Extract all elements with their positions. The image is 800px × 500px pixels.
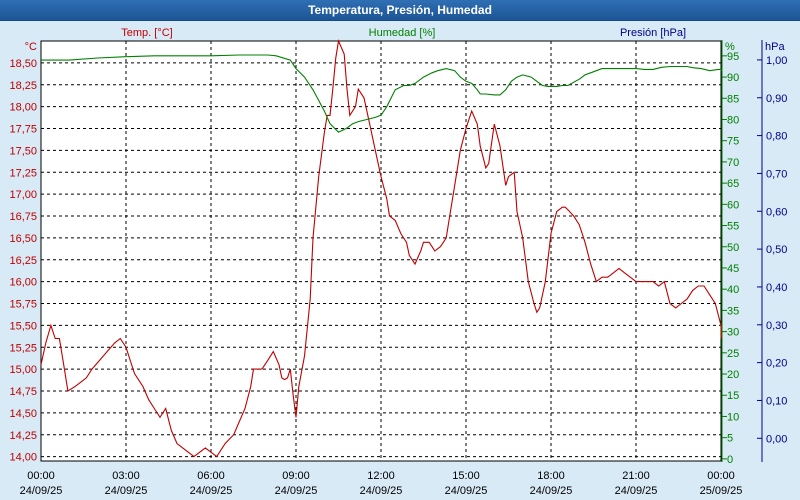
- temp-tick-label: 16,25: [9, 255, 37, 267]
- humidity-tick-label: 90: [727, 72, 739, 84]
- pressure-tick-label: 0,30: [766, 320, 787, 332]
- temp-tick-label: 15,00: [9, 364, 37, 376]
- x-tick-date: 24/09/25: [20, 485, 63, 497]
- temp-tick-label: 16,00: [9, 277, 37, 289]
- series-lines: [40, 39, 722, 458]
- pressure-unit-label: hPa: [765, 41, 785, 53]
- x-tick-time: 00:00: [707, 470, 735, 482]
- x-tick-time: 00:00: [27, 470, 55, 482]
- humidity-tick-label: 60: [727, 199, 739, 211]
- x-tick-date: 24/09/25: [615, 485, 658, 497]
- x-tick-time: 15:00: [452, 470, 480, 482]
- pressure-axis-ticks: 0,00 0,10 0,20 0,30 0,40 0,50 0,60 0,70 0,80 0,90…: [757, 55, 787, 445]
- pressure-tick-label: 0,80: [766, 131, 787, 143]
- humidity-tick-label: 10: [727, 411, 739, 423]
- humidity-tick-label: 55: [727, 221, 739, 233]
- humidity-tick-label: 15: [727, 390, 739, 402]
- humidity-tick-label: 95: [727, 51, 739, 63]
- x-tick-time: 03:00: [112, 470, 140, 482]
- temp-tick-label: 18,50: [9, 58, 37, 70]
- temp-tick-label: 17,25: [9, 167, 37, 179]
- pressure-tick-label: 0,10: [766, 395, 787, 407]
- x-tick-date: 24/09/25: [105, 485, 148, 497]
- humidity-tick-label: 20: [727, 369, 739, 381]
- humidity-tick-label: 75: [727, 136, 739, 148]
- humidity-tick-label: 65: [727, 178, 739, 190]
- x-tick-time: 18:00: [537, 470, 565, 482]
- humidity-tick-label: 80: [727, 114, 739, 126]
- x-tick-time: 06:00: [197, 470, 225, 482]
- pressure-tick-label: 0,40: [766, 282, 787, 294]
- x-tick-date: 24/09/25: [445, 485, 488, 497]
- temp-tick-label: 15,75: [9, 299, 37, 311]
- pressure-tick-label: 0,50: [766, 244, 787, 256]
- x-tick-date: 24/09/25: [190, 485, 233, 497]
- temp-tick-label: 17,50: [9, 145, 37, 157]
- window-title-bar: Temperatura, Presión, Humedad: [0, 0, 800, 21]
- temp-tick-label: 14,75: [9, 386, 37, 398]
- humidity-series-line: [41, 54, 722, 133]
- temp-tick-label: 18,00: [9, 102, 37, 114]
- temp-axis-ticks: 14,00 14,25 14,50 14,75 15,00 15,25 15,50 15,75…: [9, 58, 37, 464]
- x-tick-date: 24/09/25: [530, 485, 573, 497]
- temp-tick-label: 17,75: [9, 124, 37, 136]
- humidity-tick-label: 50: [727, 242, 739, 254]
- temperature-series-line: [40, 39, 722, 458]
- temp-tick-label: 14,00: [9, 452, 37, 464]
- pressure-tick-label: 0,20: [766, 358, 787, 370]
- pressure-tick-label: 0,60: [766, 206, 787, 218]
- humidity-tick-label: 30: [727, 327, 739, 339]
- x-tick-time: 21:00: [622, 470, 650, 482]
- temp-axis-label: Temp. [°C]: [121, 27, 172, 39]
- x-tick-time: 09:00: [282, 470, 310, 482]
- x-tick-date: 24/09/25: [360, 485, 403, 497]
- humidity-axis-label: Humedad [%]: [369, 27, 436, 39]
- pressure-tick-label: 1,00: [766, 55, 787, 67]
- pressure-tick-label: 0,00: [766, 433, 787, 445]
- temp-tick-label: 16,75: [9, 211, 37, 223]
- temp-tick-label: 18,25: [9, 80, 37, 92]
- humidity-tick-label: 0: [727, 454, 733, 466]
- temp-unit-label: °C: [25, 41, 37, 53]
- pressure-axis-label: Presión [hPa]: [620, 27, 686, 39]
- temp-tick-label: 16,50: [9, 233, 37, 245]
- humidity-tick-label: 85: [727, 93, 739, 105]
- humidity-tick-label: 5: [727, 433, 733, 445]
- x-tick-date: 24/09/25: [275, 485, 318, 497]
- pressure-tick-label: 0,90: [766, 93, 787, 105]
- temp-tick-label: 15,50: [9, 320, 37, 332]
- humidity-tick-label: 45: [727, 263, 739, 275]
- temp-tick-label: 15,25: [9, 342, 37, 354]
- pressure-tick-label: 0,70: [766, 168, 787, 180]
- x-tick-date: 25/09/25: [700, 485, 743, 497]
- temp-tick-label: 14,25: [9, 430, 37, 442]
- humidity-axis-ticks: 0 5 10 15 20 25 30 35 40 45 50 55 60 65 70 75 80 85 90 95: [722, 51, 739, 466]
- window-title: Temperatura, Presión, Humedad: [308, 3, 492, 17]
- grid-lines: [41, 41, 721, 461]
- temp-tick-label: 14,50: [9, 408, 37, 420]
- humidity-unit-label: %: [725, 41, 735, 53]
- temp-tick-label: 17,00: [9, 189, 37, 201]
- humidity-tick-label: 40: [727, 284, 739, 296]
- x-tick-time: 12:00: [367, 470, 395, 482]
- humidity-tick-label: 35: [727, 305, 739, 317]
- humidity-tick-label: 70: [727, 157, 739, 169]
- x-axis-ticks: 00:00 24/09/25 03:00 24/09/25 06:00 24/09/25 0…: [20, 470, 743, 497]
- humidity-tick-label: 25: [727, 348, 739, 360]
